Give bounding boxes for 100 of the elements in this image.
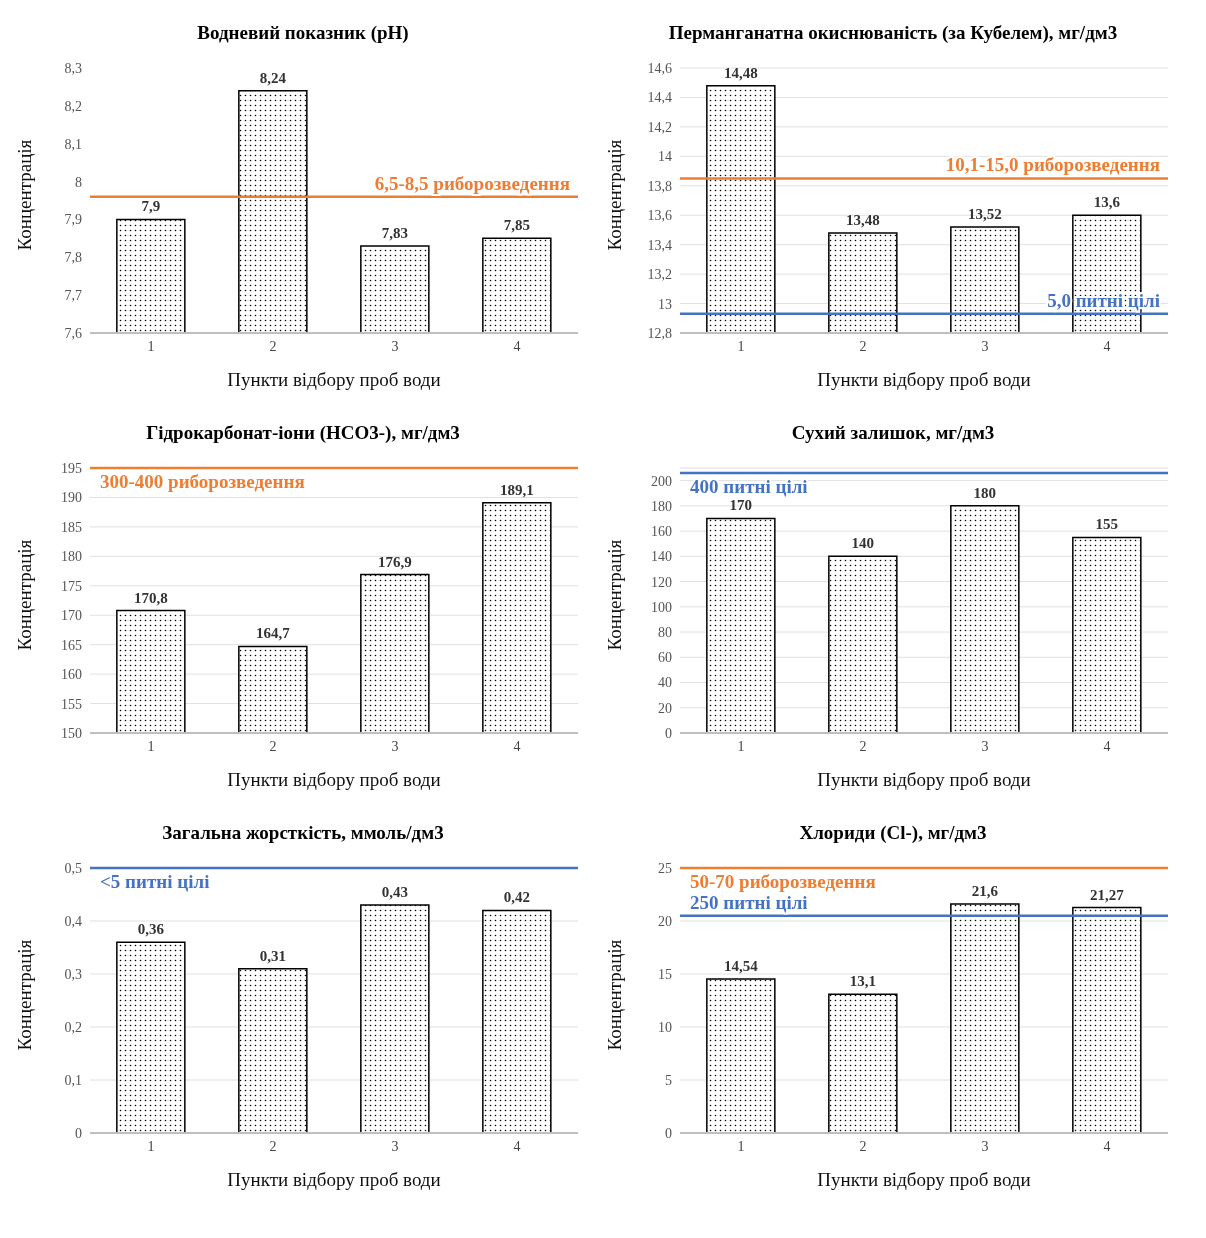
y-tick-label: 0 — [665, 1125, 672, 1141]
data-label: 170,8 — [133, 589, 168, 606]
x-tick-label: 1 — [737, 338, 745, 354]
bar — [950, 903, 1020, 1133]
x-tick-label: 3 — [981, 738, 989, 754]
x-tick-label: 3 — [981, 1138, 989, 1154]
x-tick-label: 3 — [391, 338, 399, 354]
y-tick-label: 0,1 — [64, 1072, 82, 1088]
x-tick-label: 2 — [859, 738, 867, 754]
data-label: 140 — [851, 535, 875, 552]
chart-title: Водневий показник (pH) — [196, 21, 410, 45]
y-tick-label: 165 — [61, 637, 82, 653]
y-tick-label: 150 — [61, 725, 82, 741]
y-tick-label: 12,8 — [647, 325, 672, 341]
ref-line-label: 50-70 риборозведення — [690, 871, 876, 892]
y-tick-label: 8,2 — [64, 98, 82, 114]
bar — [950, 505, 1020, 733]
y-tick-label: 8,1 — [64, 136, 82, 152]
y-tick-label: 14,2 — [647, 119, 672, 135]
data-label: 0,42 — [503, 889, 530, 906]
y-tick-label: 7,6 — [64, 325, 82, 341]
chart-title: Загальна жорсткість, ммоль/дм3 — [161, 821, 445, 845]
data-label: 189,1 — [499, 481, 534, 498]
y-tick-label: 180 — [651, 498, 672, 514]
chart-title: Сухий залишок, мг/дм3 — [790, 421, 996, 445]
data-label: 0,36 — [137, 921, 165, 938]
x-tick-label: 2 — [859, 1138, 867, 1154]
y-tick-label: 0,5 — [64, 860, 82, 876]
data-label: 8,24 — [259, 69, 287, 86]
ref-line-label: 250 питні цілі — [690, 891, 808, 913]
y-tick-label: 0,3 — [64, 966, 82, 982]
data-label: 7,9 — [141, 198, 161, 215]
y-tick-label: 20 — [658, 913, 672, 929]
x-tick-label: 4 — [513, 338, 521, 354]
x-axis-title: Пункти відбору проб води — [817, 369, 1031, 390]
y-axis-title: Концентрація — [603, 539, 625, 651]
x-tick-label: 4 — [513, 738, 521, 754]
x-axis-title: Пункти відбору проб води — [227, 1169, 441, 1190]
bar — [1072, 906, 1142, 1133]
data-label: 180 — [973, 484, 997, 501]
y-tick-label: 20 — [658, 700, 672, 716]
x-tick-label: 4 — [513, 1138, 521, 1154]
x-tick-label: 2 — [269, 338, 277, 354]
y-tick-label: 14,6 — [647, 60, 672, 76]
y-axis-title: Концентрація — [13, 539, 35, 651]
y-tick-label: 13,8 — [647, 178, 672, 194]
data-label: 13,1 — [849, 973, 876, 990]
data-label: 21,27 — [1089, 886, 1125, 903]
data-label: 13,52 — [967, 206, 1002, 222]
data-label: 176,9 — [377, 553, 412, 570]
y-tick-label: 140 — [651, 549, 672, 565]
y-tick-label: 180 — [61, 549, 82, 565]
data-label: 0,31 — [259, 947, 286, 964]
data-label: 14,54 — [723, 957, 759, 974]
x-tick-label: 1 — [147, 738, 155, 754]
bar — [706, 517, 776, 733]
data-label: 21,6 — [971, 883, 999, 900]
y-tick-label: 7,7 — [64, 288, 82, 304]
bar — [828, 993, 898, 1133]
x-tick-label: 3 — [391, 1138, 399, 1154]
y-tick-label: 14,4 — [647, 90, 672, 106]
x-tick-label: 2 — [269, 1138, 277, 1154]
y-tick-label: 13 — [658, 296, 672, 312]
y-tick-label: 13,2 — [647, 267, 672, 283]
x-tick-label: 3 — [391, 738, 399, 754]
y-tick-label: 60 — [658, 650, 672, 666]
y-tick-label: 185 — [61, 519, 82, 535]
x-tick-label: 2 — [269, 738, 277, 754]
y-tick-label: 200 — [651, 473, 672, 489]
y-axis-title: Концентрація — [603, 139, 625, 251]
bar — [238, 967, 308, 1133]
data-label: 13,6 — [1093, 194, 1121, 211]
chart-title: Перманганатна окиснюваність (за Кубелем), мг/дм3 — [667, 21, 1119, 45]
y-axis-title: Концентрація — [603, 939, 625, 1051]
x-tick-label: 1 — [147, 338, 155, 354]
y-tick-label: 170 — [61, 608, 82, 624]
y-tick-label: 10 — [658, 1019, 672, 1035]
chart-title: Хлориди (Cl-), мг/дм3 — [798, 821, 988, 845]
data-label: 13,48 — [845, 211, 880, 228]
y-tick-label: 195 — [61, 460, 82, 476]
data-label: 170 — [729, 497, 753, 514]
x-axis-title: Пункти відбору проб води — [227, 369, 441, 390]
ref-line-label: 400 питні цілі — [690, 476, 808, 498]
y-tick-label: 13,6 — [647, 208, 672, 224]
bar — [116, 941, 186, 1133]
chart-title: Гідрокарбонат-іони (HCO3-), мг/дм3 — [145, 421, 461, 445]
data-label: 7,85 — [503, 217, 530, 234]
y-axis-title: Концентрація — [13, 139, 35, 251]
y-tick-label: 100 — [651, 599, 672, 615]
y-tick-label: 175 — [61, 578, 82, 594]
y-axis-title: Концентрація — [13, 939, 35, 1051]
y-tick-label: 40 — [658, 675, 672, 691]
x-axis-title: Пункти відбору проб води — [817, 1169, 1031, 1190]
bar — [482, 909, 552, 1133]
ref-line-label: 10,1-15,0 риборозведення — [945, 154, 1160, 176]
y-tick-label: 0 — [665, 725, 672, 741]
bar — [706, 978, 776, 1133]
x-axis-title: Пункти відбору проб води — [817, 769, 1031, 790]
x-tick-label: 1 — [737, 1138, 745, 1154]
data-label: 155 — [1095, 516, 1119, 533]
